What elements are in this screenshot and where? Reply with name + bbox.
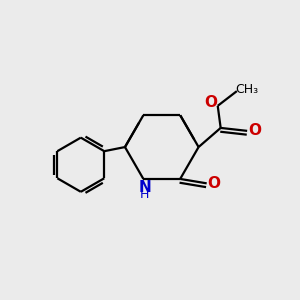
Text: CH₃: CH₃ [236, 83, 259, 96]
Text: H: H [140, 188, 149, 201]
Text: O: O [208, 176, 220, 191]
Text: O: O [204, 95, 217, 110]
Text: N: N [139, 180, 151, 195]
Text: O: O [248, 123, 261, 138]
